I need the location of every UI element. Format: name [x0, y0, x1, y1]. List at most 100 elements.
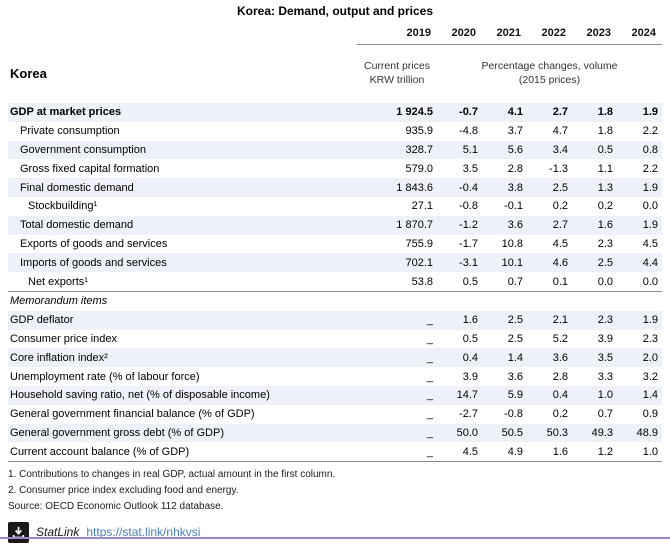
year-header-2020: 2020	[437, 22, 482, 45]
value-cell: 1.9	[642, 181, 658, 194]
value-cell: 3.2	[642, 370, 658, 383]
table-row: Exports of goods and services 755.9 -1.7 10…	[8, 235, 662, 254]
value-cell: 3.5	[597, 351, 613, 364]
value-cell: 2.3	[642, 332, 658, 345]
value-cell: 49.3	[591, 426, 613, 439]
value-cell: 4.6	[552, 256, 568, 269]
row-label: Private consumption	[20, 125, 120, 138]
value-cell: -0.8	[504, 408, 523, 421]
value-cell: 10.8	[501, 237, 523, 250]
value-cell: 0.8	[642, 143, 658, 156]
table-row: Total domestic demand 1 870.7 -1.2 3.6 2.7 1.…	[8, 215, 662, 235]
value-cell: 0.4	[552, 389, 568, 402]
value-cell: 48.9	[636, 426, 658, 439]
value-cell: 2.5	[552, 181, 568, 194]
value-cell: 702.1	[405, 256, 433, 269]
statlink-url[interactable]: https://stat.link/nhkvsi	[86, 525, 201, 540]
value-cell: 50.0	[456, 426, 478, 439]
value-cell: 2.5	[597, 256, 613, 269]
value-cell: _	[426, 351, 433, 364]
table-row: GDP at market prices 1 924.5 -0.7 4.1 2.7 1.8…	[8, 103, 662, 122]
value-cell: 27.1	[411, 200, 433, 213]
value-cell: 2.5	[507, 332, 523, 345]
value-cell: 5.6	[507, 143, 523, 156]
current-prices-subheader: Current prices KRW trillion	[357, 45, 437, 104]
value-cell: 3.4	[552, 143, 568, 156]
value-cell: 5.1	[462, 143, 478, 156]
value-cell: 1.9	[642, 314, 658, 327]
year-header-2021: 2021	[482, 22, 527, 45]
value-cell: 1.4	[507, 351, 523, 364]
value-cell: 0.0	[597, 275, 613, 288]
value-cell: 2.3	[597, 314, 613, 327]
value-cell	[617, 290, 662, 311]
value-cell: 2.7	[552, 106, 568, 119]
row-label: Exports of goods and services	[20, 237, 168, 250]
footnotes: 1. Contributions to changes in real GDP,…	[8, 467, 662, 515]
value-cell: 3.9	[597, 332, 613, 345]
table-row: Government consumption 328.7 5.1 5.6 3.4 0.5 0…	[8, 140, 662, 160]
table-row: Memorandum items	[8, 290, 662, 311]
current-prices-line2: KRW trillion	[369, 74, 425, 86]
table-row: Final domestic demand 1 843.6 -0.4 3.8 2.5 1.…	[8, 178, 662, 197]
statlink-bar: StatLink https://stat.link/nhkvsi	[8, 520, 662, 544]
bottom-divider	[0, 537, 670, 539]
value-cell: 1.0	[617, 442, 662, 463]
value-cell: 579.0	[405, 162, 433, 175]
value-cell: 1.6	[462, 314, 478, 327]
corner-cell	[8, 22, 357, 45]
value-cell: _	[426, 314, 433, 327]
table-row: GDP deflator _ 1.6 2.5 2.1 2.3 1.9	[8, 310, 662, 330]
value-cell: 3.5	[462, 162, 478, 175]
value-cell: 1.6	[597, 219, 613, 232]
value-cell: 0.2	[597, 200, 613, 213]
value-cell	[527, 290, 572, 311]
korea-demand-output-prices-table: 2019 2020 2021 2022 2023 2024 Korea Curr…	[8, 22, 662, 463]
value-cell: 1.9	[642, 219, 658, 232]
value-cell: 0.9	[642, 408, 658, 421]
value-cell: 0.0	[642, 200, 658, 213]
value-cell: 0.2	[552, 200, 568, 213]
value-cell: 0.5	[597, 143, 613, 156]
value-cell: 3.6	[507, 370, 523, 383]
percentage-changes-subheader: Percentage changes, volume (2015 prices)	[437, 45, 662, 104]
value-cell: -0.7	[459, 106, 478, 119]
value-cell	[357, 290, 437, 311]
value-cell: 4.5	[642, 237, 658, 250]
page-title: Korea: Demand, output and prices	[236, 4, 434, 18]
value-cell	[437, 290, 482, 311]
value-cell: 50.5	[501, 426, 523, 439]
value-cell: -1.7	[459, 237, 478, 250]
row-label: Memorandum items	[8, 290, 357, 311]
value-cell: 1.4	[642, 389, 658, 402]
row-label: Household saving ratio, net (% of dispos…	[10, 389, 270, 402]
value-cell: 2.2	[642, 162, 658, 175]
value-cell: _	[426, 389, 433, 402]
value-cell: 3.3	[597, 370, 613, 383]
value-cell	[572, 290, 617, 311]
years-header-row: 2019 2020 2021 2022 2023 2024	[8, 22, 662, 45]
value-cell: 4.9	[482, 442, 527, 463]
subheader-row: Korea Current prices KRW trillion Percen…	[8, 45, 662, 104]
value-cell: 14.7	[456, 389, 478, 402]
row-label: Unemployment rate (% of labour force)	[10, 370, 200, 383]
value-cell: _	[426, 332, 433, 345]
value-cell: _	[426, 408, 433, 421]
year-header-2022: 2022	[527, 22, 572, 45]
row-label: GDP deflator	[10, 314, 74, 327]
value-cell	[482, 290, 527, 311]
value-cell: 3.8	[507, 181, 523, 194]
value-cell: 328.7	[405, 143, 433, 156]
value-cell: 50.3	[546, 426, 568, 439]
value-cell: 1.8	[597, 106, 613, 119]
value-cell: _	[426, 426, 433, 439]
value-cell: 0.1	[552, 275, 568, 288]
value-cell: 935.9	[405, 125, 433, 138]
value-cell: 1.0	[597, 389, 613, 402]
row-label: Current account balance (% of GDP)	[8, 442, 357, 463]
table-row: Stockbuilding¹ 27.1 -0.8 -0.1 0.2 0.2 0.0	[8, 197, 662, 216]
row-label: Imports of goods and services	[20, 256, 167, 269]
table-row: Imports of goods and services 702.1 -3.1 10…	[8, 253, 662, 273]
value-cell: 4.4	[642, 256, 658, 269]
row-label: Core inflation index²	[10, 351, 108, 364]
